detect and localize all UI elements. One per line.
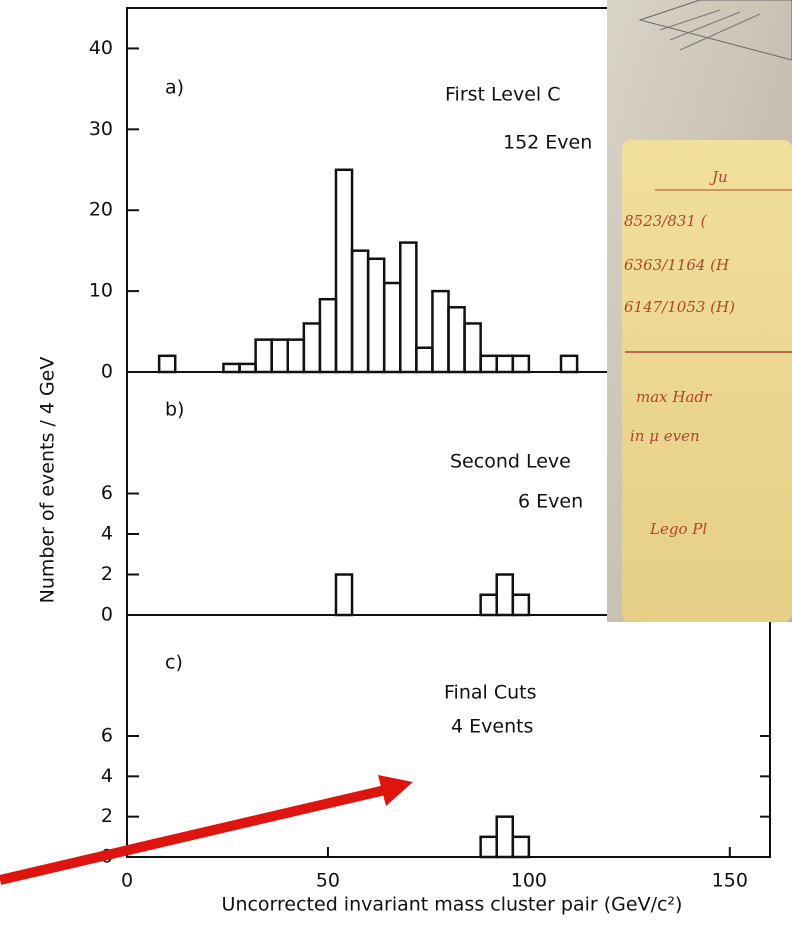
panel-text: Final Cuts xyxy=(444,682,537,704)
histogram-bar xyxy=(447,306,466,374)
histogram-bar xyxy=(318,297,338,374)
histogram-bar xyxy=(334,573,354,617)
y-tick-label: 40 xyxy=(89,37,113,59)
panel-label: a) xyxy=(165,77,184,99)
panel-label: c) xyxy=(165,652,183,674)
panel-text: 6 Even xyxy=(518,491,583,513)
histogram-bar xyxy=(479,354,498,374)
note-text: in μ even xyxy=(630,427,700,445)
histogram-bar xyxy=(157,354,177,374)
red-arrow xyxy=(0,775,413,885)
y-axis-label: Number of events / 4 GeV xyxy=(37,357,59,604)
histogram-bar xyxy=(270,338,289,374)
y-tick-label: 10 xyxy=(89,280,113,302)
histogram-bar xyxy=(431,289,450,374)
histogram-bar xyxy=(350,249,370,374)
x-axis-label: Uncorrected invariant mass cluster pair … xyxy=(222,894,683,916)
sticky-note xyxy=(622,140,792,622)
y-tick-label: 4 xyxy=(101,523,113,545)
y-tick-label: 0 xyxy=(101,361,113,383)
histogram-bar xyxy=(302,322,322,374)
histogram-bar xyxy=(479,593,498,617)
note-text: Ju xyxy=(709,168,728,186)
histogram-bar xyxy=(511,593,531,617)
panel-text: 4 Events xyxy=(451,716,533,738)
y-tick-label: 4 xyxy=(101,765,113,787)
note-text: 6147/1053 (H) xyxy=(624,298,735,316)
arrow-shaft xyxy=(0,785,387,885)
histogram-bar xyxy=(495,573,515,617)
photo: Ju 8523/831 ( 6363/1164 (H 6147/1053 (H) max… xyxy=(607,0,792,622)
histogram-bar xyxy=(222,362,241,374)
histogram-bar xyxy=(382,281,402,374)
histogram-bar xyxy=(238,362,257,374)
panel-text: Second Leve xyxy=(450,451,571,473)
photo-sketch xyxy=(638,0,792,61)
x-tick-label: 100 xyxy=(511,870,547,892)
y-tick-label: 20 xyxy=(89,199,113,221)
histogram-bar xyxy=(495,354,515,374)
panel-text: 152 Even xyxy=(503,132,592,154)
histogram-bar xyxy=(334,168,354,374)
histogram-bar xyxy=(366,257,386,374)
y-tick-label: 6 xyxy=(101,482,113,504)
panel-label: b) xyxy=(165,399,184,421)
y-tick-label: 6 xyxy=(101,725,113,747)
note-text: max Hadr xyxy=(636,388,712,406)
histogram-bar xyxy=(511,835,531,859)
panel-frame xyxy=(126,614,771,858)
histogram-bar xyxy=(559,354,579,374)
histogram-bar xyxy=(286,338,306,374)
x-tick-label: 150 xyxy=(712,870,748,892)
histogram-bar xyxy=(495,815,515,859)
note-text: 8523/831 ( xyxy=(624,212,708,230)
y-tick-label: 30 xyxy=(89,118,113,140)
panel-text: First Level C xyxy=(445,84,560,106)
y-tick-label: 2 xyxy=(101,805,113,827)
histogram-bar xyxy=(254,338,273,374)
y-tick-label: 0 xyxy=(101,604,113,626)
x-tick-label: 0 xyxy=(121,870,133,892)
x-tick-label: 50 xyxy=(316,870,340,892)
y-tick-label: 2 xyxy=(101,563,113,585)
histogram-bar xyxy=(511,354,531,374)
note-text: Lego Pl xyxy=(649,520,707,538)
histogram-bar xyxy=(399,241,418,374)
note-text: 6363/1164 (H xyxy=(624,256,730,274)
histogram-bar xyxy=(463,322,482,374)
arrow-head xyxy=(378,775,413,806)
histogram-bar xyxy=(479,835,498,859)
histogram-bar xyxy=(415,346,434,374)
photo-sketch-lines xyxy=(659,9,761,51)
